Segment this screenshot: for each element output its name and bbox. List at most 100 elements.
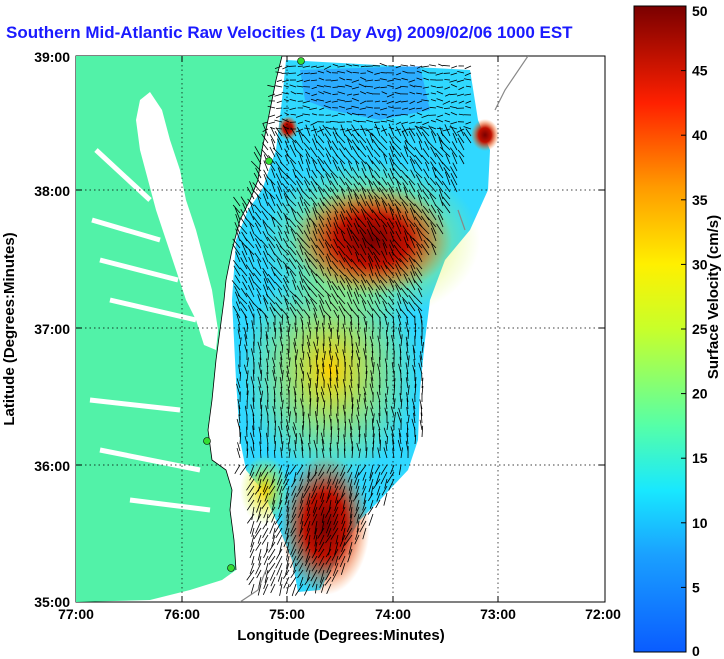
velocity-vector [358,113,367,116]
velocity-vector [259,449,262,459]
velocity-vector [393,384,396,396]
velocity-vector [283,576,290,589]
velocity-vector [304,478,311,492]
velocity-vector [296,237,304,249]
velocity-vector [387,193,395,207]
velocity-vector [256,499,262,513]
velocity-vector [323,105,332,109]
velocity-vector [262,267,269,277]
velocity-vector [416,267,423,277]
velocity-vector [316,348,319,361]
velocity-vector [421,126,430,130]
velocity-vector [250,404,255,417]
velocity-vector [350,229,360,242]
velocity-vector [310,156,318,165]
velocity-vector [363,492,367,505]
velocity-vector [416,65,423,69]
velocity-vector [409,100,416,104]
velocity-vector [443,107,451,110]
velocity-vector [405,321,409,333]
velocity-vector [259,351,262,361]
velocity-vector [463,126,472,130]
colorbar-label: Surface Velocity (cm/s) [705,215,722,379]
velocity-vector [306,492,311,506]
velocity-vector [312,138,318,151]
velocity-vector [392,146,402,158]
velocity-vector [406,406,409,417]
velocity-vector [386,435,389,445]
velocity-vector [315,140,325,151]
velocity-vector [301,393,304,403]
velocity-vector [319,305,325,319]
velocity-vector [414,146,423,158]
velocity-vector [395,264,402,277]
velocity-vector [324,290,332,298]
velocity-vector [260,404,263,417]
velocity-vector [291,548,297,558]
velocity-vector [269,306,276,319]
velocity-vector [354,506,360,518]
velocity-vector [422,121,430,126]
velocity-vector [257,506,262,521]
velocity-vector [237,442,241,452]
velocity-vector [304,72,311,75]
velocity-vector [282,284,290,298]
colorbar-tick-label: 50 [692,3,708,19]
velocity-vector [258,362,262,375]
velocity-vector [319,107,325,111]
velocity-vector [290,520,297,534]
velocity-vector [348,418,353,431]
velocity-vector [323,85,332,88]
velocity-vector [334,492,339,504]
velocity-vector [265,294,276,305]
colorbar-tick-label: 40 [692,127,708,143]
velocity-vector [450,166,458,179]
velocity-vector [260,369,263,382]
velocity-vector [239,337,242,347]
velocity-vector [274,513,283,525]
velocity-vector [288,442,290,452]
velocity-vector [344,527,353,540]
velocity-vector [445,93,451,97]
velocity-vector [417,194,423,207]
velocity-vector [419,355,423,368]
velocity-vector [284,140,290,151]
velocity-vector [241,250,248,263]
velocity-vector [283,569,290,579]
velocity-vector [407,385,410,396]
velocity-vector [313,313,318,326]
velocity-vector [309,147,318,158]
velocity-vector [273,307,283,319]
velocity-vector [256,308,262,319]
velocity-vector [386,322,389,333]
velocity-vector [380,120,388,123]
velocity-vector [374,300,381,312]
velocity-vector [313,307,318,319]
velocity-vector [367,253,374,263]
velocity-vector [276,79,283,82]
velocity-vector [289,290,297,298]
velocity-vector [409,121,416,124]
velocity-vector [287,348,290,361]
velocity-vector [262,221,269,235]
velocity-vector [263,245,269,256]
velocity-vector [345,177,353,186]
velocity-vector [256,569,262,579]
velocity-vector [294,174,304,186]
velocity-vector [404,230,409,242]
colorbar-tick-label: 15 [692,450,708,466]
velocity-vector [310,72,318,75]
velocity-vector [407,355,410,368]
velocity-vector [296,211,304,221]
velocity-vector [393,280,402,291]
velocity-vector [386,119,395,123]
velocity-vector [345,107,353,110]
velocity-vector [259,307,269,319]
velocity-vector [357,363,360,375]
velocity-vector [253,281,262,291]
velocity-vector [360,244,367,256]
velocity-vector [430,146,437,158]
velocity-vector [327,280,332,291]
velocity-vector [267,273,276,284]
velocity-vector [255,167,262,179]
